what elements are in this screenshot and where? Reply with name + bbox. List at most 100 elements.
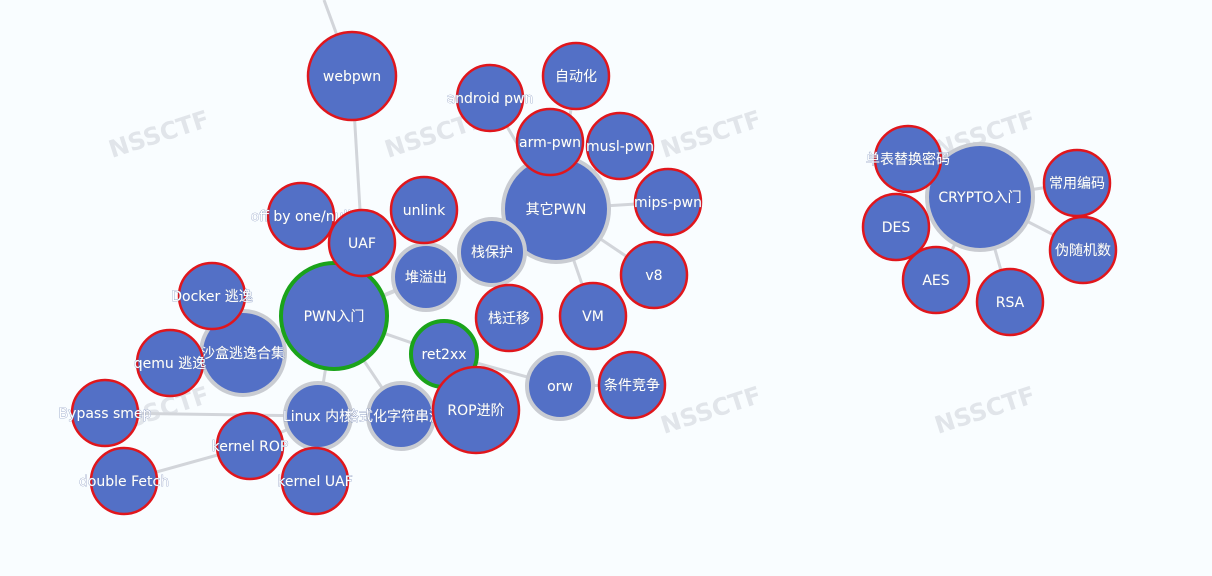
node-label: 沙盒逃逸合集 xyxy=(201,345,285,362)
node-label: 伪随机数 xyxy=(1055,243,1111,259)
node-encode[interactable]: 常用编码 xyxy=(1042,148,1112,218)
node-circle[interactable] xyxy=(1048,215,1118,285)
node-label: ROP进阶 xyxy=(447,403,504,419)
node-label: 栈迁移 xyxy=(488,311,530,327)
node-dfetch[interactable]: double Fetch xyxy=(79,446,169,516)
node-label: 自动化 xyxy=(555,69,597,85)
node-circle[interactable] xyxy=(633,167,703,237)
node-circle[interactable] xyxy=(457,217,527,287)
node-circle[interactable] xyxy=(280,446,350,516)
node-label: v8 xyxy=(645,268,662,284)
node-bypass[interactable]: Bypass smep xyxy=(58,378,152,448)
node-pwn[interactable]: PWN入门 xyxy=(279,261,389,371)
node-unlink[interactable]: unlink xyxy=(389,175,459,245)
node-orw[interactable]: orw xyxy=(525,351,595,421)
node-other[interactable]: 其它PWN xyxy=(501,154,611,264)
node-circle[interactable] xyxy=(585,111,655,181)
node-auto[interactable]: 自动化 xyxy=(541,41,611,111)
node-label: orw xyxy=(547,379,573,395)
node-rsa[interactable]: RSA xyxy=(975,267,1045,337)
node-circle[interactable] xyxy=(541,41,611,111)
node-vm[interactable]: VM xyxy=(558,281,628,351)
node-crypto[interactable]: CRYPTO入门 xyxy=(925,142,1035,252)
node-mips[interactable]: mips-pwn xyxy=(633,167,703,237)
node-stackmig[interactable]: 栈迁移 xyxy=(474,283,544,353)
node-android[interactable]: android pwn xyxy=(446,63,534,133)
node-label: 格式化字符串漏洞 xyxy=(345,409,457,425)
node-label: PWN入门 xyxy=(304,309,365,325)
node-circle[interactable] xyxy=(975,267,1045,337)
node-circle[interactable] xyxy=(515,107,585,177)
node-race[interactable]: 条件竞争 xyxy=(597,350,667,420)
node-prng[interactable]: 伪随机数 xyxy=(1048,215,1118,285)
watermark: NSSCTF xyxy=(105,105,213,164)
node-label: 单表替换密码 xyxy=(866,151,950,168)
node-circle[interactable] xyxy=(177,261,247,331)
node-kernel[interactable]: Linux 内核 xyxy=(283,381,353,451)
node-circle[interactable] xyxy=(389,175,459,245)
node-label: webpwn xyxy=(323,69,381,85)
node-circle[interactable] xyxy=(558,281,628,351)
node-qemu[interactable]: qemu 逃逸 xyxy=(133,328,207,398)
watermark: NSSCTF xyxy=(931,381,1039,440)
node-label: RSA xyxy=(996,295,1025,311)
node-label: double Fetch xyxy=(79,474,169,490)
watermark: NSSCTF xyxy=(657,381,765,440)
node-label: Linux 内核 xyxy=(283,409,353,425)
node-label: VM xyxy=(582,309,604,325)
node-offby[interactable]: off by one/null xyxy=(250,181,352,251)
node-circle[interactable] xyxy=(1042,148,1112,218)
node-circle[interactable] xyxy=(215,411,285,481)
node-heap[interactable]: 堆溢出 xyxy=(391,242,461,312)
node-label: DES xyxy=(882,220,911,236)
node-label: Bypass smep xyxy=(59,406,152,422)
node-label: android pwn xyxy=(447,91,534,107)
node-circle[interactable] xyxy=(455,63,525,133)
node-label: Docker 逃逸 xyxy=(171,289,252,305)
node-label: 条件竞争 xyxy=(604,377,660,394)
node-label: 常用编码 xyxy=(1049,176,1105,192)
node-fmt[interactable]: 格式化字符串漏洞 xyxy=(345,381,457,451)
node-circle[interactable] xyxy=(266,181,336,251)
node-aes[interactable]: AES xyxy=(901,245,971,315)
node-label: musl-pwn xyxy=(586,139,654,155)
node-arm[interactable]: arm-pwn xyxy=(515,107,585,177)
node-label: qemu 逃逸 xyxy=(134,356,206,372)
node-musl[interactable]: musl-pwn xyxy=(585,111,655,181)
node-label: arm-pwn xyxy=(519,135,581,151)
node-circle[interactable] xyxy=(861,192,931,262)
node-docker[interactable]: Docker 逃逸 xyxy=(171,261,253,331)
node-label: 堆溢出 xyxy=(405,270,447,286)
node-des[interactable]: DES xyxy=(861,192,931,262)
node-kernrop[interactable]: kernel ROP xyxy=(211,411,289,481)
node-stackprot[interactable]: 栈保护 xyxy=(457,217,527,287)
node-circle[interactable] xyxy=(327,208,397,278)
node-label: CRYPTO入门 xyxy=(938,190,1021,206)
node-circle[interactable] xyxy=(431,365,521,455)
node-circle[interactable] xyxy=(474,283,544,353)
node-circle[interactable] xyxy=(306,30,398,122)
node-circle[interactable] xyxy=(89,446,159,516)
node-circle[interactable] xyxy=(597,350,667,420)
node-label: ret2xx xyxy=(421,347,466,363)
node-circle[interactable] xyxy=(873,124,943,194)
node-circle[interactable] xyxy=(525,351,595,421)
node-circle[interactable] xyxy=(135,328,205,398)
node-subst[interactable]: 单表替换密码 xyxy=(866,124,950,194)
node-circle[interactable] xyxy=(901,245,971,315)
node-rop[interactable]: ROP进阶 xyxy=(431,365,521,455)
node-label: 其它PWN xyxy=(526,201,587,218)
node-circle[interactable] xyxy=(925,142,1035,252)
node-circle[interactable] xyxy=(70,378,140,448)
node-v8[interactable]: v8 xyxy=(619,240,689,310)
node-circle[interactable] xyxy=(279,261,389,371)
node-kuaf[interactable]: kernel UAF xyxy=(277,446,353,516)
node-label: kernel UAF xyxy=(277,474,352,490)
node-webpwn[interactable]: webpwn xyxy=(306,30,398,122)
node-circle[interactable] xyxy=(619,240,689,310)
node-label: mips-pwn xyxy=(634,195,702,211)
node-label: AES xyxy=(922,273,949,289)
node-uaf[interactable]: UAF xyxy=(327,208,397,278)
